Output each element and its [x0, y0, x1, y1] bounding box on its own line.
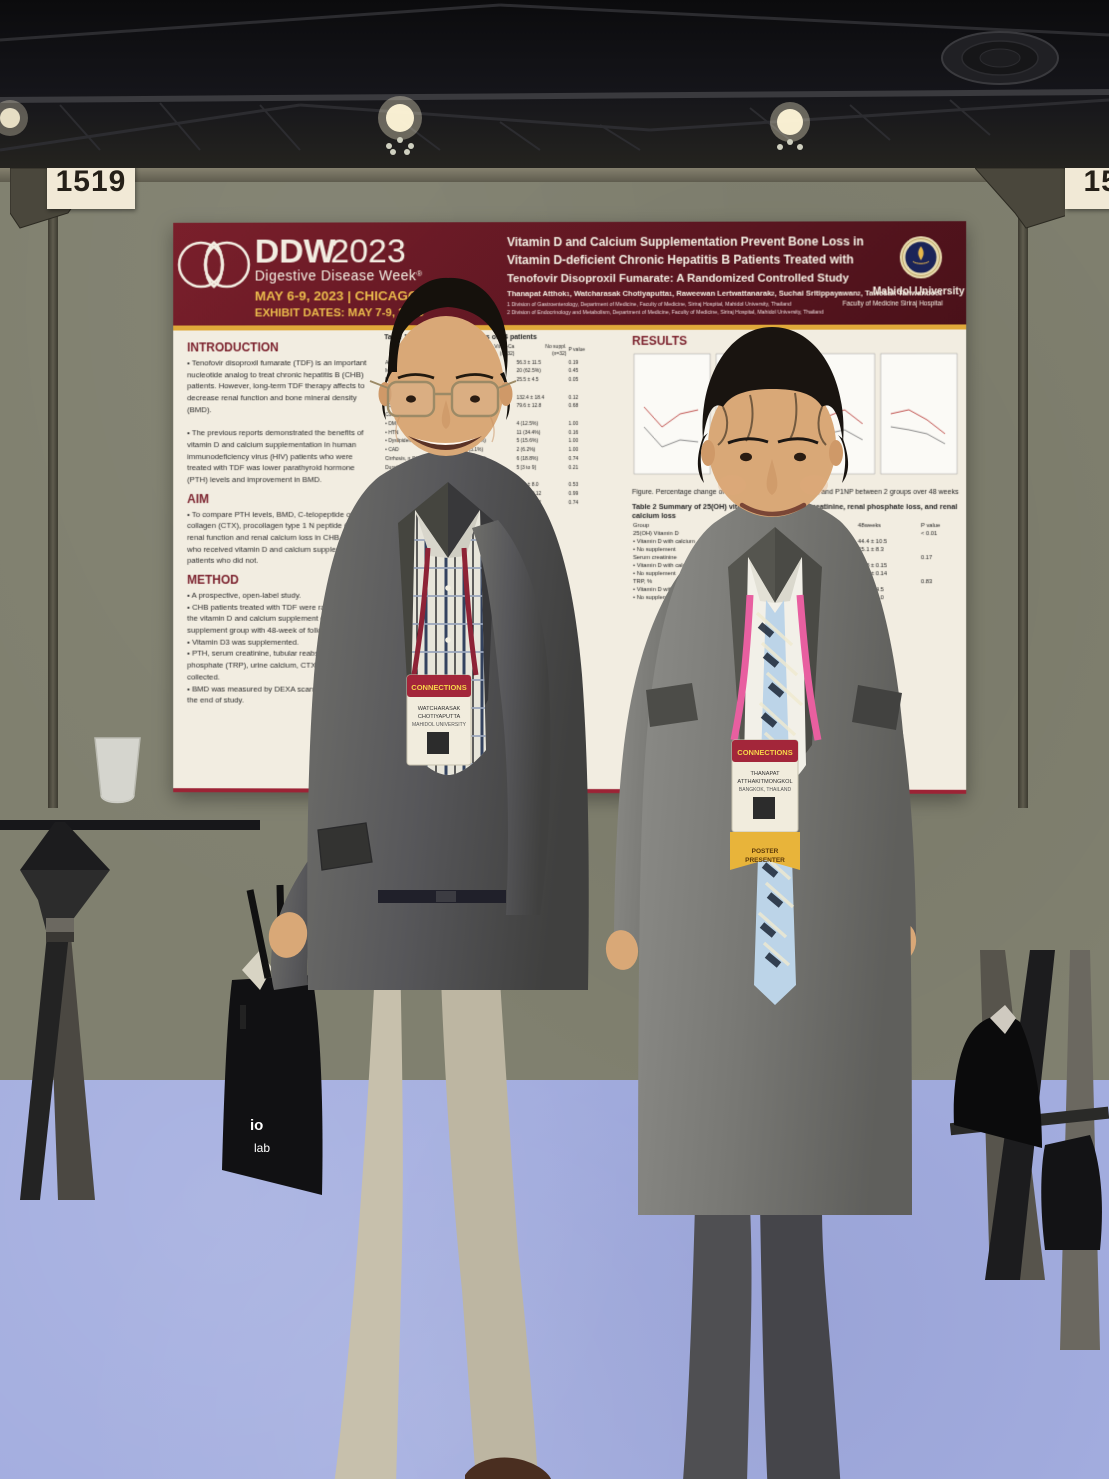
svg-text:MAHIDOL UNIVERSITY: MAHIDOL UNIVERSITY — [412, 722, 467, 728]
svg-text:CHOTIYAPUTTA: CHOTIYAPUTTA — [418, 714, 461, 720]
svg-text:io: io — [250, 1117, 263, 1134]
svg-text:Vitamin D-deficient Chronic He: Vitamin D-deficient Chronic Hepatitis B … — [507, 252, 854, 267]
svg-text:Vitamin D and Calcium Suppleme: Vitamin D and Calcium Supplementation Pr… — [507, 234, 864, 249]
svg-text:Tenofovir Disoproxil Fumarate:: Tenofovir Disoproxil Fumarate: A Randomi… — [507, 272, 849, 285]
svg-text:DDW: DDW — [255, 232, 336, 270]
svg-text:CONNECTIONS: CONNECTIONS — [737, 748, 792, 757]
svg-text:PRESENTER: PRESENTER — [745, 857, 785, 864]
svg-text:THANAPAT: THANAPAT — [750, 771, 780, 777]
svg-text:Digestive Disease Week®: Digestive Disease Week® — [255, 267, 423, 283]
svg-text:2023: 2023 — [330, 232, 405, 270]
svg-text:BANGKOK, THAILAND: BANGKOK, THAILAND — [739, 787, 792, 793]
svg-text:CONNECTIONS: CONNECTIONS — [411, 683, 466, 692]
svg-text:POSTER: POSTER — [752, 848, 779, 855]
svg-text:lab: lab — [254, 1141, 270, 1155]
svg-text:Mahidol University: Mahidol University — [873, 286, 965, 297]
svg-text:Faculty of Medicine Siriraj Ho: Faculty of Medicine Siriraj Hospital — [843, 300, 943, 307]
svg-text:WATCHARASAK: WATCHARASAK — [418, 706, 461, 712]
svg-text:ATTHAKITMONGKOL: ATTHAKITMONGKOL — [737, 779, 792, 785]
